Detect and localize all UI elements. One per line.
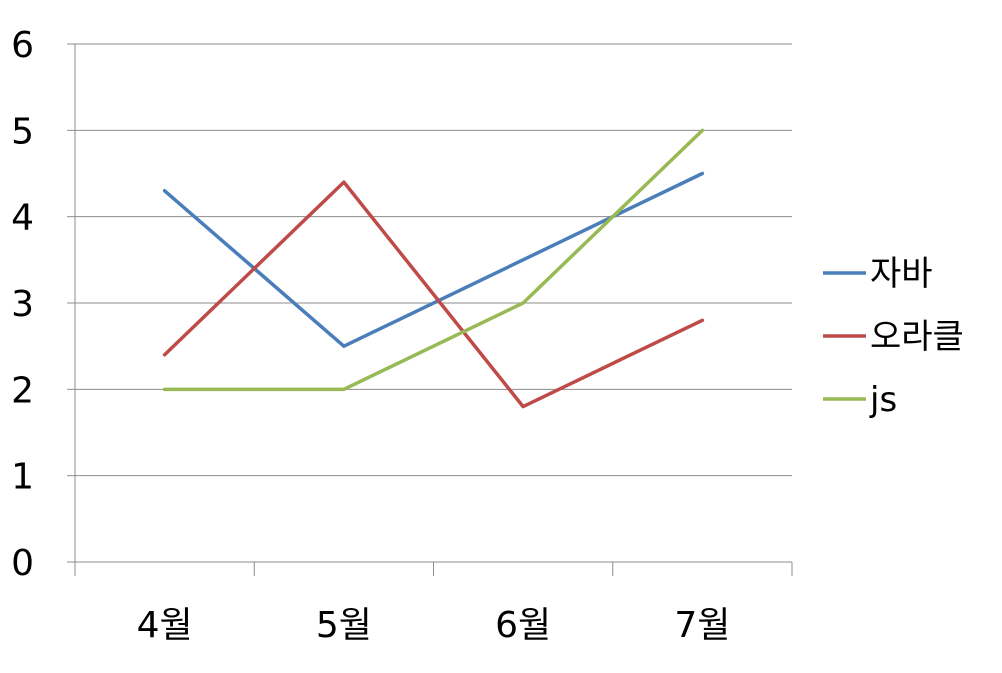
x-tick-label: 7월 xyxy=(674,605,730,646)
series-line xyxy=(162,180,705,409)
y-tick-label: 6 xyxy=(11,25,34,66)
y-tick-label: 3 xyxy=(11,284,34,325)
y-tick-label: 5 xyxy=(11,111,34,152)
y-axis-ticks: 0 1 2 3 4 5 6 xyxy=(11,25,75,584)
x-tick-label: 6월 xyxy=(495,605,551,646)
legend-label: 오라클 xyxy=(870,317,964,357)
legend-label: 자바 xyxy=(870,254,933,294)
series-line xyxy=(162,128,705,392)
legend-label: js xyxy=(869,380,897,420)
y-tick-label: 4 xyxy=(11,198,34,239)
y-tick-label: 1 xyxy=(11,457,34,498)
x-axis-ticks: 4월 5월 6월 7월 xyxy=(74,562,793,646)
series-line xyxy=(162,171,705,348)
gridlines xyxy=(75,43,792,477)
y-tick-label: 2 xyxy=(11,370,34,411)
x-tick-label: 4월 xyxy=(137,605,193,646)
x-tick-label: 5월 xyxy=(316,605,372,646)
y-tick-label: 0 xyxy=(11,543,34,584)
series-lines xyxy=(162,128,705,409)
